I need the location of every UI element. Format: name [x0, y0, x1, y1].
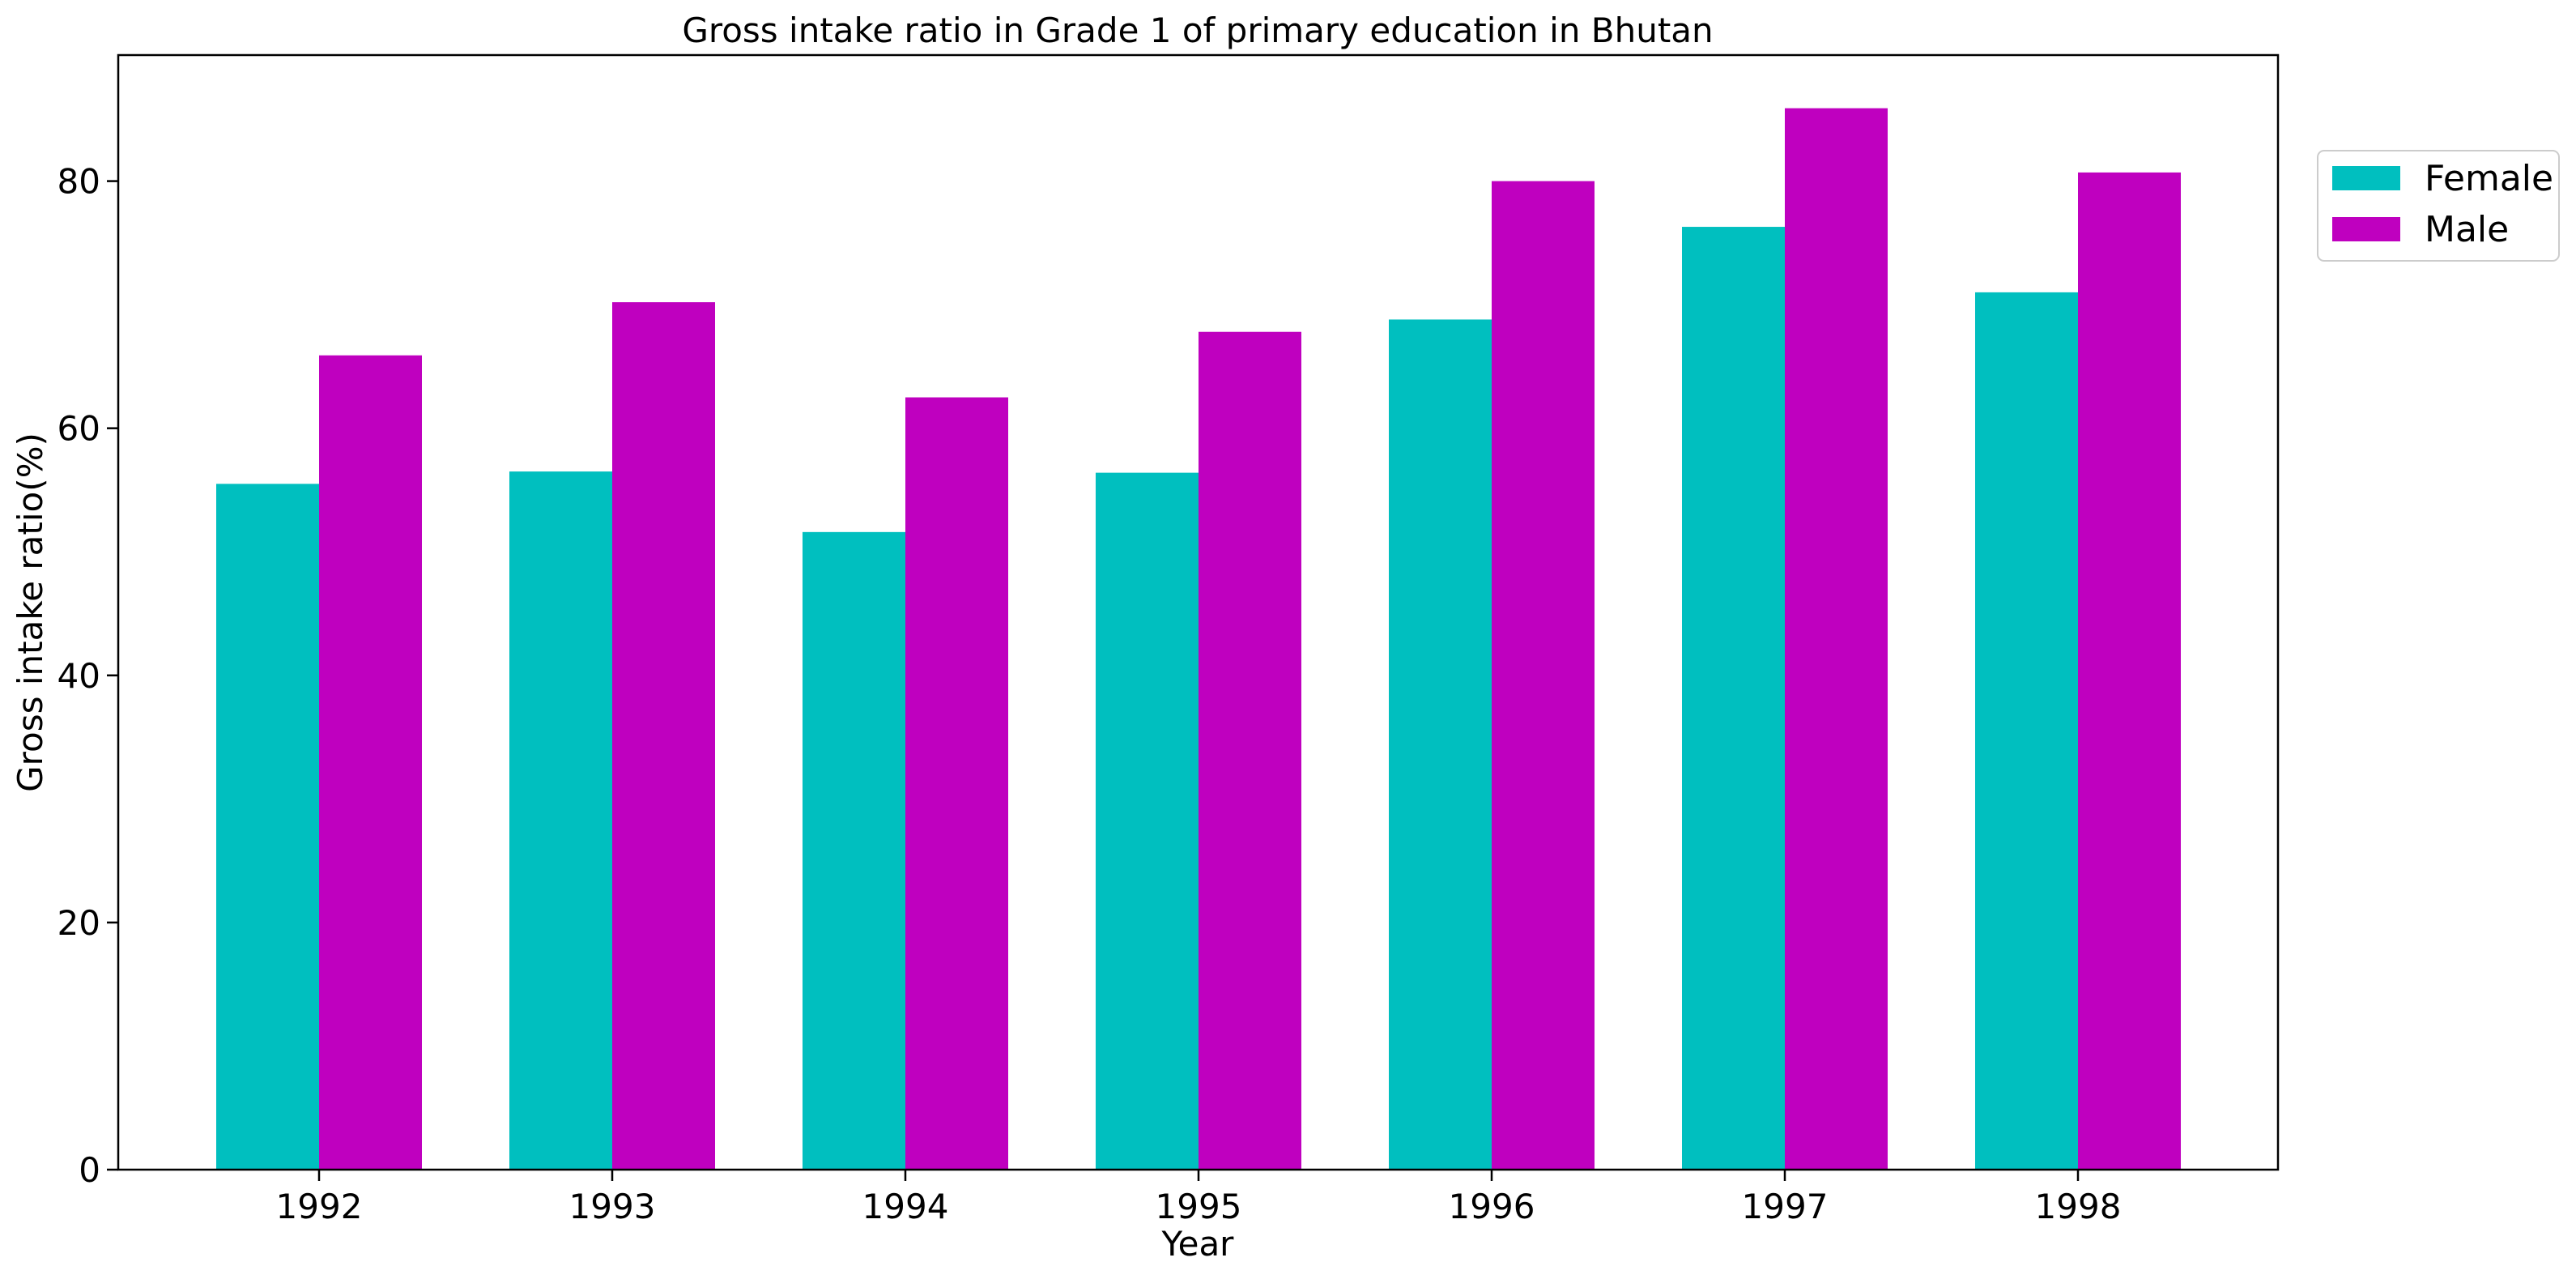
x-axis-label: Year: [1161, 1224, 1235, 1264]
bar-female-1992: [216, 484, 319, 1170]
bar-male-1996: [1492, 181, 1595, 1170]
y-tick-label: 0: [79, 1150, 100, 1190]
bars: [216, 108, 2181, 1170]
y-axis: 0 20 40 60 80: [57, 162, 118, 1190]
y-tick-label: 60: [57, 409, 100, 449]
x-tick-label-1993: 1993: [569, 1187, 656, 1226]
bar-male-1994: [905, 397, 1008, 1170]
legend: Female Male: [2317, 150, 2560, 262]
bar-male-1993: [612, 302, 715, 1170]
bar-male-1995: [1199, 331, 1301, 1170]
x-tick-label-1996: 1996: [1449, 1187, 1535, 1226]
x-axis: 1992 1993 1994 1995 1996 1997 1998: [276, 1170, 2122, 1226]
y-tick-label: 20: [57, 903, 100, 943]
bar-female-1993: [509, 471, 612, 1170]
x-tick-label-1995: 1995: [1156, 1187, 1242, 1226]
legend-label-male: Male: [2425, 209, 2509, 250]
bar-female-1995: [1096, 472, 1199, 1170]
bar-female-1998: [1975, 292, 2078, 1170]
x-tick-label-1992: 1992: [276, 1187, 363, 1226]
x-tick-label-1998: 1998: [2035, 1187, 2122, 1226]
bar-male-1992: [319, 355, 422, 1170]
bar-male-1998: [2078, 172, 2181, 1170]
x-tick-label-1997: 1997: [1742, 1187, 1829, 1226]
legend-swatch-female: [2332, 166, 2400, 190]
bar-female-1994: [803, 531, 905, 1170]
bar-female-1996: [1389, 319, 1492, 1170]
chart-title: Gross intake ratio in Grade 1 of primary…: [682, 11, 1713, 50]
legend-swatch-male: [2332, 217, 2400, 241]
y-axis-label: Gross intake ratio(%): [11, 433, 50, 792]
bar-female-1997: [1682, 227, 1785, 1170]
legend-label-female: Female: [2425, 158, 2553, 199]
bar-male-1997: [1785, 108, 1888, 1170]
x-tick-label-1994: 1994: [862, 1187, 949, 1226]
y-tick-label: 80: [57, 162, 100, 202]
y-tick-label: 40: [57, 656, 100, 696]
